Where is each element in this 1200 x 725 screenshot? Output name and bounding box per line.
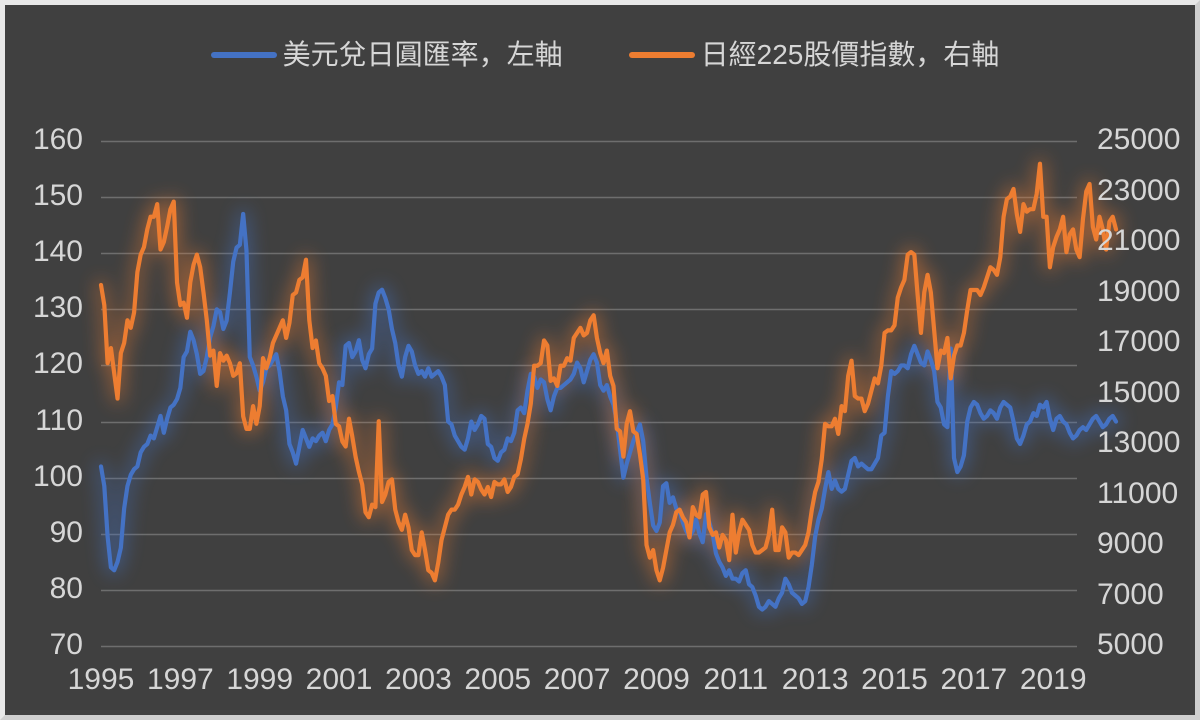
x-axis-tick: 2007 [543, 663, 611, 696]
plot-area [95, 140, 1122, 648]
y-axis-left-tick: 140 [32, 235, 83, 269]
y-axis-left-tick: 120 [32, 347, 83, 381]
y-axis-right-tick: 25000 [1097, 123, 1181, 156]
x-axis-tick: 2017 [940, 663, 1008, 696]
x-axis-tick: 1995 [67, 663, 135, 696]
y-axis-right-tick: 13000 [1097, 426, 1181, 459]
x-axis-tick: 2013 [781, 663, 849, 696]
x-axis-tick: 2015 [861, 663, 928, 696]
y-axis-left-tick: 70 [49, 628, 83, 661]
x-axis-tick: 2019 [1019, 663, 1087, 696]
x-axis-tick: 1997 [146, 663, 214, 696]
x-axis-tick: 1999 [226, 663, 294, 696]
y-axis-right-tick: 15000 [1097, 375, 1181, 409]
y-axis-right-tick: 23000 [1097, 173, 1181, 207]
y-axis-right-tick: 9000 [1097, 527, 1164, 560]
y-axis-right-tick: 21000 [1097, 224, 1181, 257]
x-axis-tick: 2011 [703, 663, 769, 696]
x-axis-tick: 2009 [623, 663, 690, 696]
y-axis-right-tick: 11000 [1097, 476, 1179, 510]
y-axis-right-tick: 7000 [1097, 577, 1164, 611]
y-axis-right-tick: 19000 [1097, 274, 1181, 308]
y-axis-left-tick: 130 [32, 291, 83, 325]
y-axis-left-tick: 80 [49, 571, 83, 605]
series-line-usdjpy[interactable] [98, 211, 1119, 612]
series-lines [98, 161, 1119, 612]
y-axis-left-tick: 90 [49, 515, 83, 549]
y-axis-right-tick: 5000 [1097, 628, 1164, 661]
y-axis-left-tick: 110 [35, 403, 83, 437]
y-axis-right-tick: 17000 [1097, 325, 1181, 358]
y-axis-left-tick: 100 [32, 459, 83, 493]
series-line-nikkei225[interactable] [98, 161, 1119, 583]
x-axis-tick: 2003 [385, 663, 452, 696]
y-axis-left-tick: 150 [32, 179, 83, 213]
y-axis-left-tick: 160 [32, 123, 83, 156]
x-axis-tick: 2005 [464, 663, 532, 696]
x-axis-tick: 2001 [305, 663, 373, 696]
